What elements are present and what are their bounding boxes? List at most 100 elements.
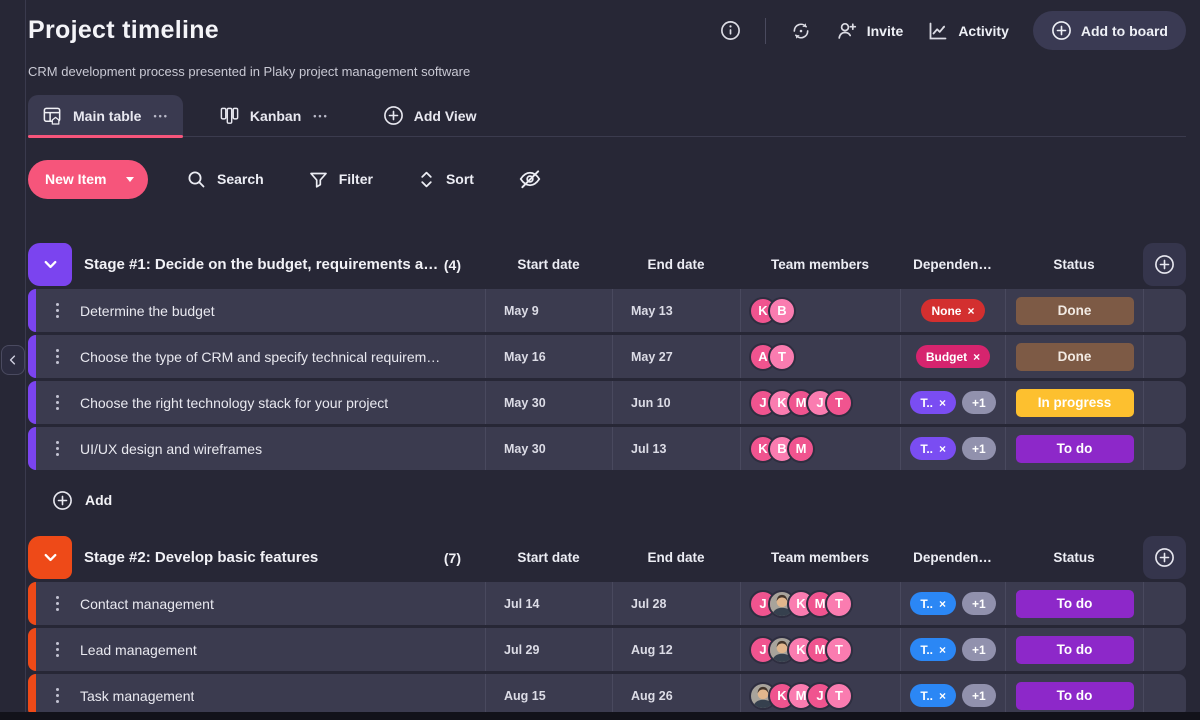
dependency-pill[interactable]: T..× xyxy=(910,391,956,414)
team-members-cell[interactable]: AT xyxy=(740,335,900,378)
item-name-cell[interactable]: UI/UX design and wireframes xyxy=(28,427,485,470)
invite-button[interactable]: Invite xyxy=(836,20,904,42)
member-avatar[interactable]: T xyxy=(825,682,853,710)
status-cell[interactable]: In progress xyxy=(1005,381,1143,424)
start-date-cell[interactable]: May 30 xyxy=(485,427,612,470)
add-column-button[interactable] xyxy=(1143,536,1186,579)
end-date-cell[interactable]: Aug 26 xyxy=(612,674,740,717)
team-members-cell[interactable]: KBM xyxy=(740,427,900,470)
dependency-pill[interactable]: +1 xyxy=(962,437,996,460)
end-date-cell[interactable]: May 13 xyxy=(612,289,740,332)
row-menu-icon[interactable] xyxy=(52,596,62,611)
member-avatar[interactable]: T xyxy=(825,389,853,417)
remove-dependency-icon[interactable]: × xyxy=(967,305,974,317)
member-avatar[interactable]: T xyxy=(768,343,796,371)
dependencies-cell[interactable]: T..× +1 xyxy=(900,381,1005,424)
dependency-pill[interactable]: T..× xyxy=(910,638,956,661)
search-button[interactable]: Search xyxy=(180,168,270,191)
board-info-button[interactable] xyxy=(720,20,741,41)
status-badge[interactable]: Done xyxy=(1016,343,1134,371)
dependency-pill[interactable]: +1 xyxy=(962,592,996,615)
start-date-cell[interactable]: May 30 xyxy=(485,381,612,424)
status-cell[interactable]: To do xyxy=(1005,674,1143,717)
remove-dependency-icon[interactable]: × xyxy=(939,690,946,702)
end-date-cell[interactable]: Jul 13 xyxy=(612,427,740,470)
remove-dependency-icon[interactable]: × xyxy=(939,397,946,409)
remove-dependency-icon[interactable]: × xyxy=(939,598,946,610)
table-row[interactable]: UI/UX design and wireframesMay 30Jul 13K… xyxy=(28,427,1186,470)
table-row[interactable]: Determine the budgetMay 9May 13KBNone×Do… xyxy=(28,289,1186,332)
status-badge[interactable]: To do xyxy=(1016,590,1134,618)
table-row[interactable]: Contact managementJul 14Jul 28JKMT T..× +1… xyxy=(28,582,1186,625)
collapse-group-button[interactable] xyxy=(28,243,72,286)
team-members-cell[interactable]: JKMT xyxy=(740,628,900,671)
board-sync-button[interactable] xyxy=(790,20,812,42)
row-menu-icon[interactable] xyxy=(52,688,62,703)
item-name-cell[interactable]: Determine the budget xyxy=(28,289,485,332)
dependencies-cell[interactable]: T..×+1 xyxy=(900,674,1005,717)
tab-more-icon[interactable]: ••• xyxy=(313,111,328,121)
dependency-pill[interactable]: +1 xyxy=(962,684,996,707)
status-cell[interactable]: To do xyxy=(1005,582,1143,625)
remove-dependency-icon[interactable]: × xyxy=(939,443,946,455)
add-to-board-button[interactable]: Add to board xyxy=(1033,11,1186,50)
end-date-cell[interactable]: May 27 xyxy=(612,335,740,378)
row-menu-icon[interactable] xyxy=(52,642,62,657)
status-cell[interactable]: To do xyxy=(1005,628,1143,671)
item-name-cell[interactable]: Lead management xyxy=(28,628,485,671)
start-date-cell[interactable]: May 9 xyxy=(485,289,612,332)
add-column-button[interactable] xyxy=(1143,243,1186,286)
activity-button[interactable]: Activity xyxy=(927,20,1009,42)
dependency-pill[interactable]: T..× xyxy=(910,437,956,460)
row-menu-icon[interactable] xyxy=(52,441,62,456)
dependency-pill[interactable]: +1 xyxy=(962,638,996,661)
end-date-cell[interactable]: Aug 12 xyxy=(612,628,740,671)
start-date-cell[interactable]: Aug 15 xyxy=(485,674,612,717)
sort-button[interactable]: Sort xyxy=(411,168,480,191)
dependency-pill[interactable]: +1 xyxy=(962,391,996,414)
item-name-cell[interactable]: Choose the right technology stack for yo… xyxy=(28,381,485,424)
start-date-cell[interactable]: May 16 xyxy=(485,335,612,378)
status-cell[interactable]: Done xyxy=(1005,335,1143,378)
dependency-pill[interactable]: Budget× xyxy=(916,345,990,368)
dependencies-cell[interactable]: T..× +1 xyxy=(900,582,1005,625)
remove-dependency-icon[interactable]: × xyxy=(939,644,946,656)
tab-more-icon[interactable]: ••• xyxy=(153,111,168,121)
hide-fields-button[interactable] xyxy=(512,166,548,192)
new-item-button[interactable]: New Item xyxy=(28,160,148,199)
collapse-group-button[interactable] xyxy=(28,536,72,579)
row-menu-icon[interactable] xyxy=(52,349,62,364)
tab-kanban[interactable]: Kanban ••• xyxy=(205,95,343,136)
end-date-cell[interactable]: Jul 28 xyxy=(612,582,740,625)
add-view-button[interactable]: Add View xyxy=(369,95,491,136)
start-date-cell[interactable]: Jul 29 xyxy=(485,628,612,671)
status-badge[interactable]: In progress xyxy=(1016,389,1134,417)
dependencies-cell[interactable]: T..× +1 xyxy=(900,628,1005,671)
status-cell[interactable]: To do xyxy=(1005,427,1143,470)
table-row[interactable]: Task managementAug 15Aug 26KMJTT..×+1To … xyxy=(28,674,1186,717)
item-name-cell[interactable]: Choose the type of CRM and specify techn… xyxy=(28,335,485,378)
item-name-cell[interactable]: Task management xyxy=(28,674,485,717)
start-date-cell[interactable]: Jul 14 xyxy=(485,582,612,625)
table-row[interactable]: Choose the type of CRM and specify techn… xyxy=(28,335,1186,378)
filter-button[interactable]: Filter xyxy=(302,168,379,191)
item-name-cell[interactable]: Contact management xyxy=(28,582,485,625)
dependencies-cell[interactable]: Budget× xyxy=(900,335,1005,378)
team-members-cell[interactable]: JKMJT xyxy=(740,381,900,424)
collapse-sidebar-button[interactable] xyxy=(1,345,25,375)
dependency-pill[interactable]: T..× xyxy=(910,592,956,615)
member-avatar[interactable]: B xyxy=(768,297,796,325)
team-members-cell[interactable]: JKMT xyxy=(740,582,900,625)
member-avatar[interactable]: T xyxy=(825,636,853,664)
table-row[interactable]: Lead managementJul 29Aug 12JKMT T..× +1 To … xyxy=(28,628,1186,671)
dependency-pill[interactable]: None× xyxy=(921,299,984,322)
tab-main-table[interactable]: Main table ••• xyxy=(28,95,183,136)
team-members-cell[interactable]: KB xyxy=(740,289,900,332)
dependencies-cell[interactable]: T..× +1 xyxy=(900,427,1005,470)
row-menu-icon[interactable] xyxy=(52,395,62,410)
row-menu-icon[interactable] xyxy=(52,303,62,318)
status-badge[interactable]: To do xyxy=(1016,435,1134,463)
status-badge[interactable]: To do xyxy=(1016,636,1134,664)
end-date-cell[interactable]: Jun 10 xyxy=(612,381,740,424)
caret-down-icon[interactable] xyxy=(126,177,134,182)
